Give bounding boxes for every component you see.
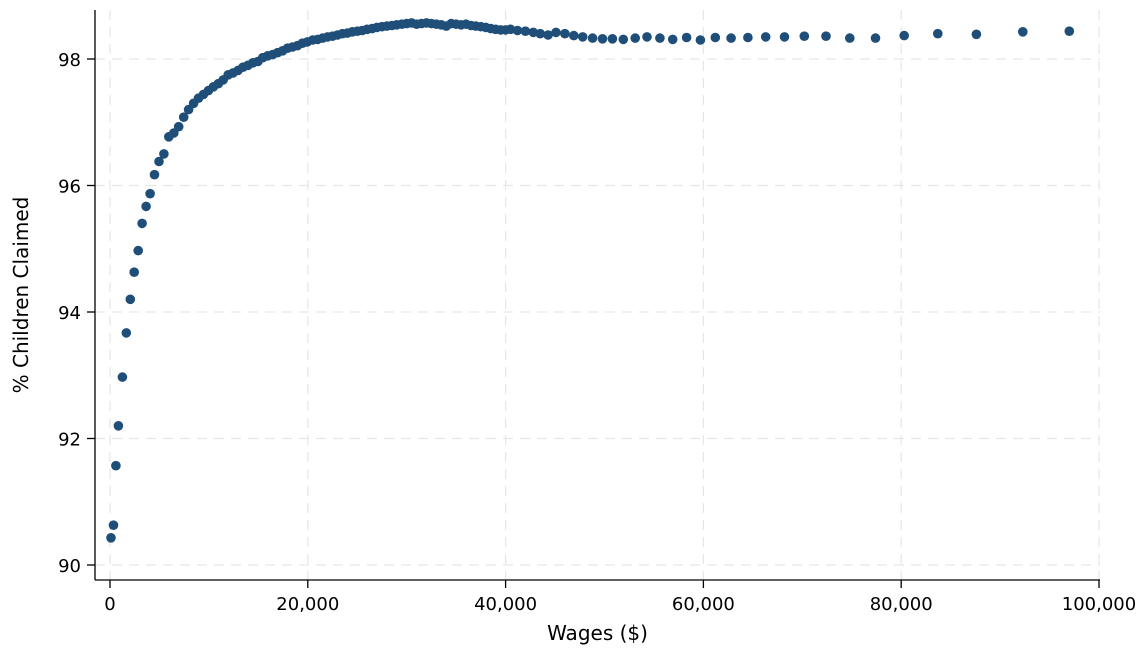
data-point bbox=[117, 372, 128, 382]
data-point bbox=[133, 245, 143, 256]
data-point bbox=[1064, 26, 1075, 36]
data-point bbox=[655, 33, 665, 43]
data-point bbox=[577, 32, 588, 42]
data-point bbox=[149, 169, 160, 180]
data-point bbox=[145, 188, 155, 199]
data-point bbox=[141, 201, 151, 212]
data-point bbox=[587, 33, 598, 43]
data-point bbox=[1018, 27, 1028, 37]
data-point bbox=[845, 33, 855, 43]
data-point bbox=[779, 32, 790, 42]
data-point bbox=[125, 294, 136, 305]
y-tick-label: 94 bbox=[58, 303, 81, 324]
grid-lines bbox=[95, 10, 1100, 580]
data-point bbox=[121, 328, 132, 338]
data-point bbox=[799, 31, 810, 41]
data-point bbox=[695, 35, 706, 45]
data-point bbox=[113, 421, 124, 431]
y-tick-label: 90 bbox=[58, 556, 81, 577]
x-tick-label: 0 bbox=[104, 594, 115, 615]
axes bbox=[94, 10, 1100, 581]
y-tick-label: 92 bbox=[58, 430, 81, 451]
data-point bbox=[710, 32, 721, 43]
x-tick-label: 60,000 bbox=[672, 594, 735, 615]
data-point bbox=[870, 33, 881, 43]
data-point bbox=[569, 30, 579, 41]
data-point bbox=[560, 28, 570, 39]
x-tick-label: 80,000 bbox=[870, 594, 933, 615]
data-point bbox=[111, 460, 121, 471]
y-axis-ticks: 90 92 94 96 98 bbox=[58, 50, 95, 577]
data-point bbox=[743, 32, 753, 43]
x-axis-title: Wages ($) bbox=[547, 621, 648, 645]
x-tick-label: 100,000 bbox=[1062, 594, 1136, 615]
data-point bbox=[551, 27, 561, 38]
data-point bbox=[618, 34, 629, 45]
x-tick-label: 40,000 bbox=[474, 594, 537, 615]
data-point bbox=[597, 34, 608, 44]
data-point bbox=[173, 121, 184, 132]
data-point bbox=[106, 533, 116, 543]
y-tick-label: 96 bbox=[58, 177, 81, 198]
data-point bbox=[129, 267, 139, 278]
data-point bbox=[512, 25, 523, 36]
data-point bbox=[630, 33, 640, 43]
data-point bbox=[681, 32, 692, 43]
data-point bbox=[726, 33, 736, 43]
data-point bbox=[642, 32, 652, 42]
data-point bbox=[760, 32, 771, 42]
data-point bbox=[137, 218, 147, 229]
data-point bbox=[154, 156, 164, 167]
data-points bbox=[106, 18, 1075, 543]
x-tick-label: 20,000 bbox=[276, 594, 339, 615]
data-point bbox=[971, 29, 982, 40]
data-point bbox=[607, 34, 618, 44]
data-point bbox=[535, 28, 545, 39]
y-tick-label: 98 bbox=[58, 50, 81, 71]
data-point bbox=[108, 520, 119, 530]
data-point bbox=[520, 26, 531, 36]
data-point bbox=[667, 34, 678, 45]
y-axis-title: % Children Claimed bbox=[9, 197, 33, 394]
data-point bbox=[899, 30, 909, 41]
data-point bbox=[933, 28, 943, 39]
x-axis-ticks: 0 20,000 40,000 60,000 80,000 100,000 bbox=[104, 580, 1136, 615]
data-point bbox=[821, 31, 831, 41]
data-point bbox=[159, 149, 169, 159]
data-point bbox=[178, 112, 189, 122]
data-point bbox=[543, 30, 553, 40]
